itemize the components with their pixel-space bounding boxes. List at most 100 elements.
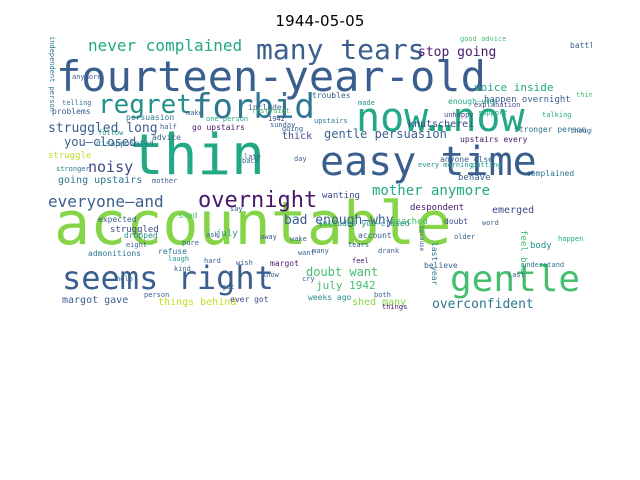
word-39: stronger person [514, 125, 587, 134]
word-90: back [242, 157, 259, 165]
word-112: tears [348, 241, 370, 249]
word-28: margot gave [62, 295, 129, 306]
word-75: one person [206, 115, 249, 123]
word-44: july [216, 229, 238, 239]
word-49: good advice [460, 36, 507, 43]
word-116: ask [206, 231, 219, 239]
word-26: shed many [352, 297, 407, 308]
word-114: make [186, 109, 203, 117]
word-70: anyone else [440, 155, 493, 164]
word-36: thick [282, 131, 313, 142]
word-78: every morning [418, 161, 473, 169]
word-55: advice [152, 133, 181, 142]
word-91: thought [570, 127, 592, 135]
word-119: drank [378, 247, 400, 255]
word-35: wanting [322, 191, 360, 201]
word-65: doubt [444, 217, 469, 226]
word-84: anymore [72, 73, 102, 81]
word-67: believe [424, 261, 458, 270]
word-94: feel [352, 257, 369, 265]
word-121: get [222, 283, 235, 291]
word-106: hard [204, 257, 221, 265]
word-6: seems right [62, 259, 274, 297]
word-60: shed [178, 211, 198, 220]
word-20: knutscherei [408, 119, 475, 130]
word-95: both [374, 291, 391, 299]
word-12: mother anymore [372, 183, 491, 199]
word-74: putting [472, 161, 502, 169]
word-25: july 1942 [316, 279, 376, 292]
word-57: struggle [48, 151, 92, 161]
word-19: gentle persuasion [324, 127, 447, 141]
word-86: late [244, 153, 261, 161]
word-46: complained [526, 169, 575, 178]
word-54: problems [52, 107, 91, 116]
word-82: happen [558, 235, 584, 243]
word-104: word [482, 219, 499, 227]
word-34: despondent [410, 203, 465, 213]
word-42: refuse [158, 247, 187, 256]
word-11: everyone—and [48, 192, 164, 211]
word-0: fourteen-year-old [56, 52, 486, 101]
word-41: persuasion [126, 113, 175, 122]
word-32: struggled [110, 225, 159, 235]
word-10: overnight [198, 188, 318, 213]
word-47: enough—why [448, 97, 497, 106]
word-101: going [282, 125, 304, 133]
word-107: away [260, 233, 277, 241]
word-8: many tears [256, 36, 425, 66]
word-92: cry [302, 275, 315, 283]
word-105: eight [126, 241, 148, 249]
word-cloud: fourteen-year-old accountable thin easy tim… [48, 36, 592, 316]
word-109: because [418, 226, 425, 252]
word-22: happen overnight [484, 95, 571, 105]
word-97: telling [62, 99, 92, 107]
word-27: things behind [158, 297, 237, 308]
word-29: going upstairs [58, 175, 143, 186]
chart-title: 1944-05-05 [275, 12, 365, 30]
word-113: wake [290, 235, 307, 243]
word-59: dropped [124, 231, 158, 240]
word-120: wish [236, 259, 253, 267]
word-31: emerged [492, 205, 535, 216]
word-23: you—closed [64, 135, 137, 149]
word-72: includes [248, 103, 287, 112]
word-99: made [358, 99, 375, 107]
word-15: noisy [88, 158, 134, 176]
word-117: last [508, 271, 525, 279]
word-69: weeks ago [308, 293, 352, 302]
word-53: explanation [474, 101, 521, 109]
word-68: ever got [230, 295, 269, 304]
word-18: struggled long [48, 121, 158, 136]
word-102: say [230, 205, 243, 213]
word-73: stronger [56, 165, 90, 173]
word-76: restraint [252, 107, 290, 115]
word-93: help [116, 275, 133, 283]
word-17: overconfident [432, 297, 534, 312]
word-52: support [478, 109, 508, 117]
word-115: want [298, 249, 315, 257]
word-88: kind [174, 265, 191, 273]
word-1: accountable [54, 189, 452, 259]
word-24: doubt want [306, 265, 379, 279]
word-103: know [262, 271, 279, 279]
word-81: margot [270, 259, 299, 268]
word-100: day [294, 155, 307, 163]
word-111: many [312, 247, 329, 255]
word-77: 1942 [268, 115, 285, 123]
word-71: battle [570, 41, 592, 50]
word-83: mother [152, 177, 178, 185]
word-80: understand [522, 261, 565, 269]
word-85: half [160, 123, 177, 131]
word-79: sunday [270, 121, 296, 129]
word-38: includes you—closed [318, 219, 410, 228]
word-87: laugh [168, 255, 190, 263]
word-48: independent person [48, 36, 56, 112]
word-58: expected [98, 215, 137, 224]
word-51: troubles [312, 91, 351, 100]
word-37: reached [390, 217, 428, 227]
word-61: upstairs [314, 117, 348, 125]
word-5: forbid [192, 87, 315, 127]
word-56: follow [98, 129, 124, 137]
word-66: body [530, 241, 552, 251]
